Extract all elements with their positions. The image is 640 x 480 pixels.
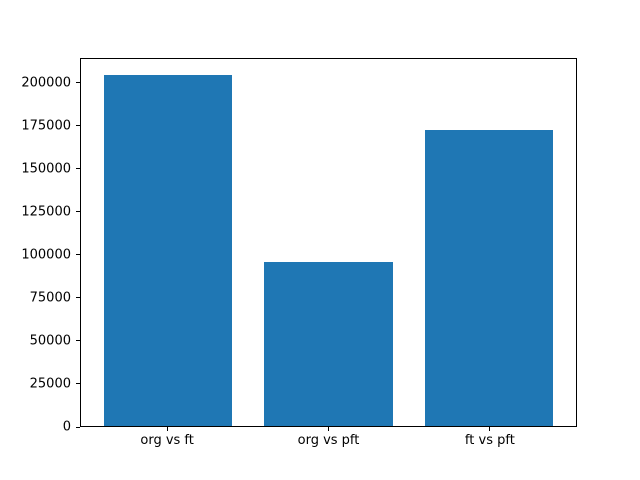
y-tick-label: 25000 xyxy=(29,376,71,392)
y-tick-mark xyxy=(76,82,80,84)
y-tick-mark xyxy=(76,254,80,256)
x-tick-mark xyxy=(166,427,168,431)
x-tick-label: ft vs pft xyxy=(464,433,515,448)
bar-org-vs-ft xyxy=(103,75,233,426)
x-tick-mark xyxy=(328,427,329,431)
bar-org-vs-pft xyxy=(264,261,393,426)
y-tick-label: 125000 xyxy=(21,204,71,220)
y-tick-label: 75000 xyxy=(29,290,71,306)
y-tick-mark xyxy=(76,297,80,299)
y-tick-mark xyxy=(76,125,80,127)
plot-area xyxy=(80,58,577,427)
y-tick-label: 50000 xyxy=(29,333,71,349)
y-tick-mark xyxy=(76,211,80,213)
x-tick-label: org vs pft xyxy=(297,433,360,448)
y-tick-mark xyxy=(76,340,80,342)
y-tick-mark xyxy=(76,168,80,170)
y-tick-label: 175000 xyxy=(21,118,71,134)
x-tick-label: org vs ft xyxy=(140,433,194,448)
y-tick-label: 0 xyxy=(62,419,71,435)
y-tick-label: 100000 xyxy=(21,247,71,263)
y-tick-label: 200000 xyxy=(21,75,71,91)
y-tick-mark xyxy=(76,383,80,385)
y-tick-mark xyxy=(76,426,80,428)
x-tick-mark xyxy=(489,427,491,431)
bar-ft-vs-pft xyxy=(424,130,554,426)
y-tick-label: 150000 xyxy=(21,161,71,177)
